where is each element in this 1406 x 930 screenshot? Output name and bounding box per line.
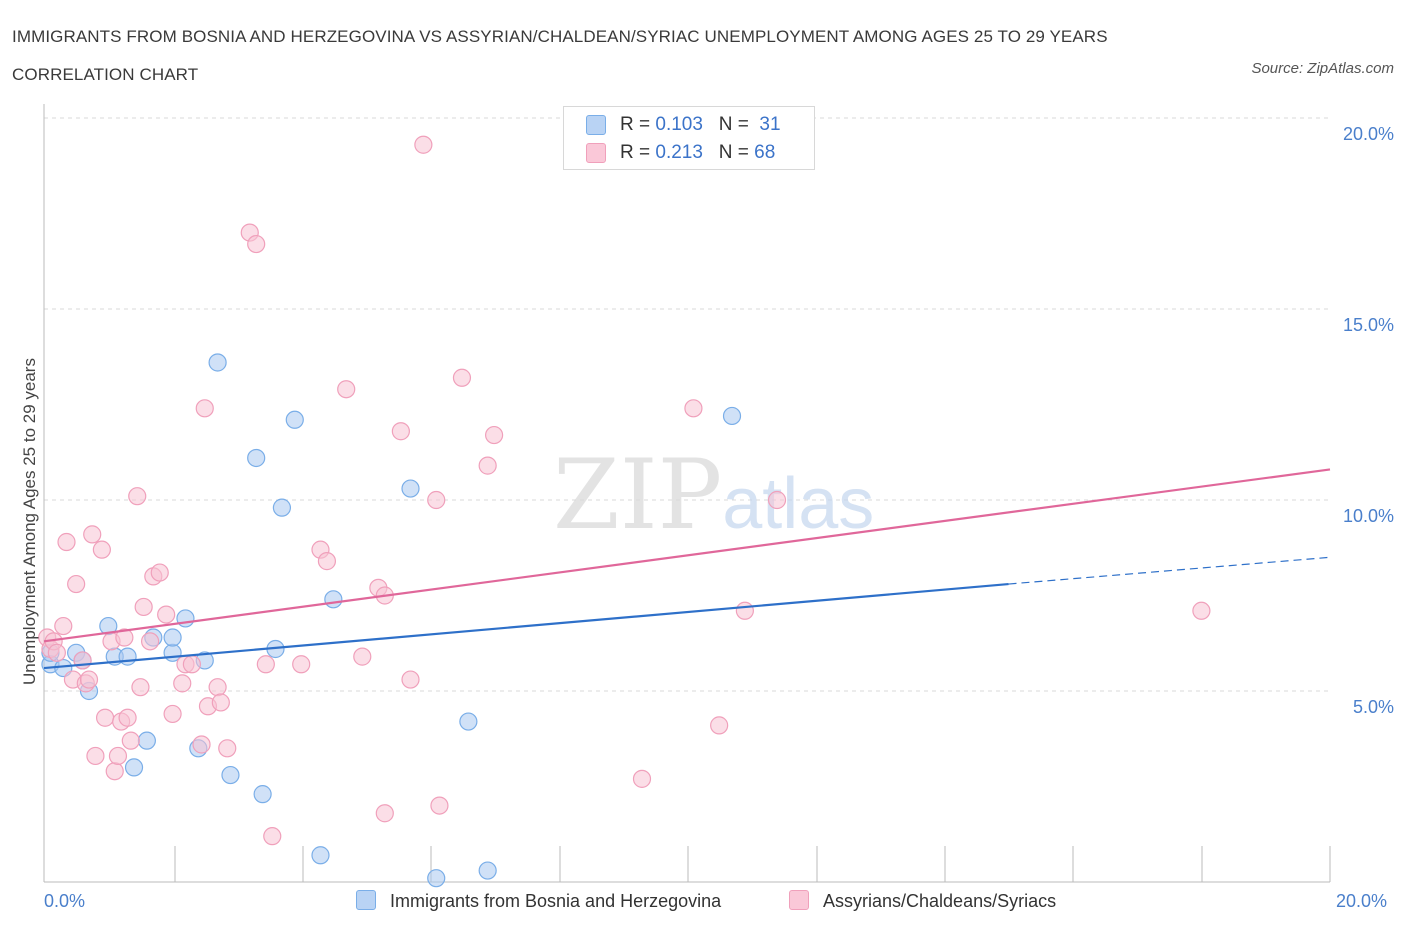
point-assyrian-61 <box>710 716 729 735</box>
point-assyrian-14 <box>95 708 115 727</box>
y-axis-label: Unemployment Among Ages 25 to 29 years <box>20 358 39 685</box>
point-assyrian-43 <box>292 655 311 674</box>
point-bosnia-20 <box>253 785 272 804</box>
point-assyrian-29 <box>163 704 182 724</box>
point-assyrian-7 <box>67 574 86 594</box>
point-assyrian-37 <box>211 693 230 712</box>
point-bosnia-24 <box>311 846 330 865</box>
series-swatch-blue <box>356 890 376 910</box>
point-assyrian-12 <box>86 746 105 766</box>
point-bosnia-27 <box>427 869 446 888</box>
legend-swatch-pink <box>586 143 606 163</box>
point-assyrian-52 <box>401 670 420 689</box>
point-bosnia-29 <box>478 861 497 880</box>
point-assyrian-16 <box>105 762 124 781</box>
point-assyrian-8 <box>73 651 92 670</box>
y-tick-20: 20.0% <box>1342 124 1394 144</box>
point-assyrian-34 <box>195 399 214 418</box>
point-bosnia-17 <box>208 353 227 372</box>
point-assyrian-51 <box>391 422 410 441</box>
point-bosnia-30 <box>722 406 742 426</box>
point-assyrian-57 <box>478 456 497 475</box>
point-assyrian-30 <box>173 674 192 693</box>
x-tick-0: 0.0% <box>44 891 86 911</box>
point-assyrian-24 <box>134 597 153 617</box>
series-swatch-pink <box>789 890 809 910</box>
chart-source: Source: ZipAtlas.com <box>1251 60 1394 77</box>
point-assyrian-21 <box>121 731 140 750</box>
point-assyrian-64 <box>1192 601 1211 620</box>
point-assyrian-46 <box>337 380 356 399</box>
data-points <box>38 135 1211 888</box>
chart-title: IMMIGRANTS FROM BOSNIA AND HERZEGOVINA V… <box>12 27 1108 84</box>
point-assyrian-53 <box>414 135 433 154</box>
correlation-legend: R = 0.103 N = 31 R = 0.213 N = 68 <box>563 106 815 170</box>
point-bosnia-23 <box>285 410 304 429</box>
watermark: ZIPatlas <box>553 439 874 551</box>
point-assyrian-50 <box>375 804 394 823</box>
trend-assyrian <box>43 468 1331 643</box>
point-assyrian-28 <box>157 605 176 624</box>
point-assyrian-36 <box>208 678 227 697</box>
x-tick-20: 20.0% <box>1336 891 1388 911</box>
point-bosnia-8 <box>118 647 137 666</box>
point-assyrian-32 <box>182 655 201 674</box>
point-assyrian-13 <box>92 540 111 559</box>
series-label-bosnia: Immigrants from Bosnia and Herzegovina <box>390 891 722 911</box>
series-legend-assyrian: Assyrians/Chaldeans/Syriacs <box>789 890 1056 912</box>
point-bosnia-9 <box>124 758 144 777</box>
point-assyrian-63 <box>767 490 787 510</box>
point-assyrian-11 <box>83 525 102 544</box>
point-assyrian-60 <box>684 399 703 418</box>
point-assyrian-42 <box>263 827 282 846</box>
point-assyrian-3 <box>47 643 66 662</box>
point-assyrian-47 <box>353 647 372 666</box>
y-tick-5: 5.0% <box>1352 697 1394 717</box>
point-bosnia-28 <box>459 712 478 731</box>
point-bosnia-18 <box>221 765 240 785</box>
point-assyrian-54 <box>427 490 446 510</box>
trend-bosnia <box>43 582 1009 670</box>
point-assyrian-23 <box>131 678 150 697</box>
series-label-assyrian: Assyrians/Chaldeans/Syriacs <box>823 891 1057 911</box>
point-assyrian-17 <box>108 746 128 766</box>
legend-n-assyrian: 68 <box>754 142 776 163</box>
point-assyrian-22 <box>128 487 147 506</box>
point-assyrian-56 <box>452 368 472 387</box>
point-bosnia-19 <box>247 448 266 468</box>
legend-n-bosnia: 31 <box>759 114 781 135</box>
point-assyrian-40 <box>247 234 266 254</box>
point-assyrian-5 <box>57 532 76 552</box>
point-assyrian-38 <box>218 739 237 758</box>
point-bosnia-10 <box>137 731 156 750</box>
point-assyrian-33 <box>192 735 211 754</box>
point-assyrian-25 <box>140 632 160 651</box>
series-legend-bosnia: Immigrants from Bosnia and Herzegovina <box>356 890 721 912</box>
point-assyrian-58 <box>485 425 504 445</box>
point-assyrian-20 <box>118 708 137 727</box>
y-tick-10: 10.0% <box>1342 506 1394 526</box>
point-assyrian-4 <box>54 616 73 636</box>
trend-lines <box>43 468 1331 670</box>
trend-bosnia-extension <box>1008 556 1331 585</box>
point-assyrian-19 <box>115 628 134 647</box>
point-bosnia-26 <box>401 479 420 498</box>
point-assyrian-62 <box>735 601 754 620</box>
point-bosnia-25 <box>324 590 343 609</box>
point-bosnia-22 <box>272 498 292 517</box>
point-assyrian-10 <box>79 670 99 689</box>
point-assyrian-27 <box>150 563 169 582</box>
point-assyrian-59 <box>632 769 652 788</box>
point-assyrian-41 <box>256 655 275 674</box>
y-tick-15: 15.0% <box>1342 315 1394 335</box>
point-assyrian-45 <box>317 552 337 571</box>
point-assyrian-55 <box>430 796 449 815</box>
legend-swatch-blue <box>586 115 606 135</box>
point-bosnia-14 <box>176 609 195 628</box>
legend-r-bosnia: 0.103 <box>655 114 703 135</box>
point-bosnia-13 <box>163 628 182 647</box>
legend-r-assyrian: 0.213 <box>655 142 703 163</box>
